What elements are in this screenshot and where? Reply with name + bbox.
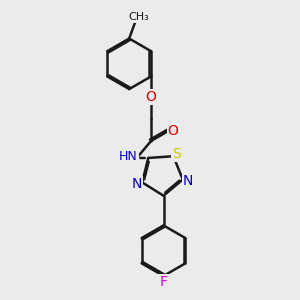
Text: F: F <box>160 275 167 290</box>
Text: O: O <box>168 124 178 138</box>
Text: N: N <box>132 177 142 191</box>
Text: O: O <box>146 90 157 104</box>
Text: HN: HN <box>119 150 138 163</box>
Text: CH₃: CH₃ <box>128 12 149 22</box>
Text: S: S <box>172 147 181 161</box>
Text: N: N <box>183 174 193 188</box>
